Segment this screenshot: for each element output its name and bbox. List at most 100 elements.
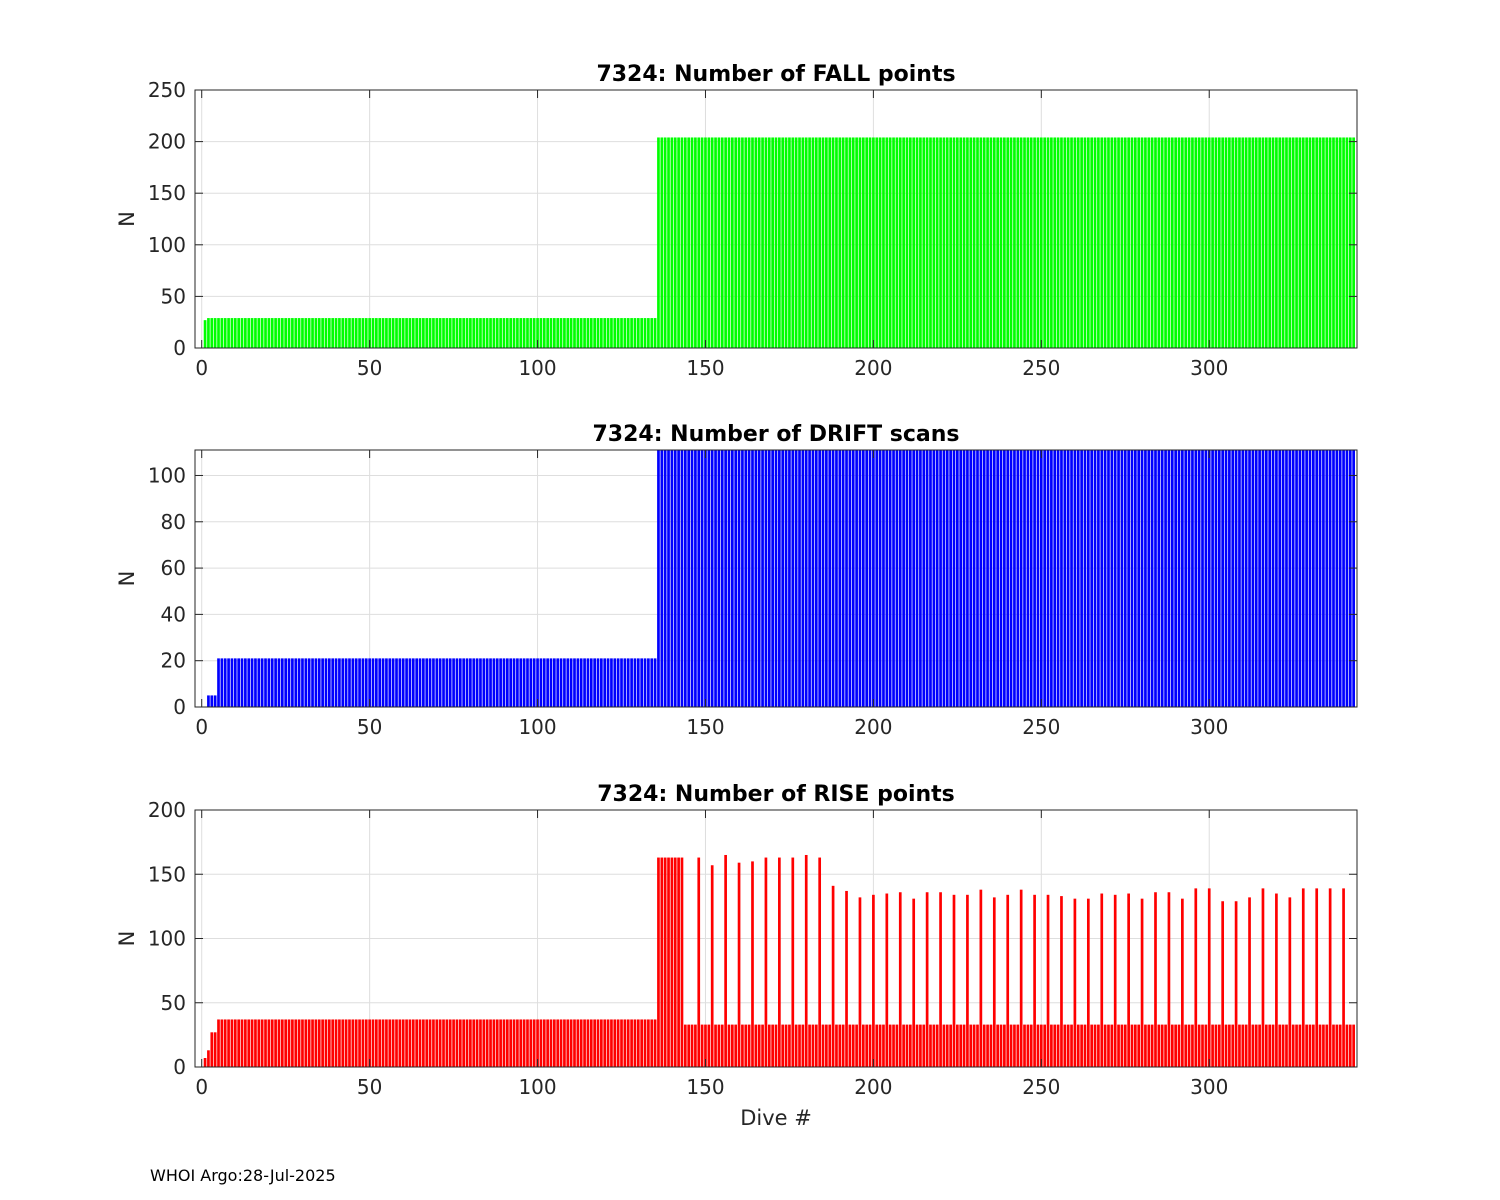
bar	[1097, 450, 1100, 707]
bar	[741, 450, 744, 707]
bar-series	[203, 854, 1355, 1067]
bar	[771, 1024, 774, 1067]
bar	[882, 137, 885, 348]
bar	[1328, 888, 1332, 1067]
bar	[1268, 450, 1272, 707]
bar	[435, 658, 439, 707]
bar	[411, 1019, 415, 1067]
bar	[583, 318, 586, 348]
bar	[710, 865, 714, 1067]
bar	[227, 658, 230, 707]
bar	[334, 318, 338, 348]
bar	[1271, 137, 1275, 348]
bar	[405, 318, 408, 348]
bar	[1039, 450, 1043, 707]
bar	[895, 137, 899, 348]
bar	[895, 450, 899, 707]
bar	[861, 137, 865, 348]
bar	[757, 1024, 761, 1067]
bar	[982, 137, 986, 348]
bar	[479, 1019, 482, 1067]
bar	[546, 1019, 549, 1067]
bar	[935, 450, 939, 707]
bar	[1177, 1024, 1181, 1067]
bar	[405, 658, 408, 707]
bar	[314, 1019, 318, 1067]
bar	[270, 658, 274, 707]
bar	[781, 450, 785, 707]
bar	[751, 137, 754, 348]
bar	[858, 897, 862, 1067]
bar	[1348, 137, 1352, 348]
bar	[687, 1024, 691, 1067]
bar	[489, 1019, 492, 1067]
bar	[378, 318, 382, 348]
bar	[717, 1024, 721, 1067]
bar	[1090, 137, 1094, 348]
bar	[1305, 450, 1308, 707]
bar	[549, 1019, 553, 1067]
bar	[1312, 137, 1315, 348]
bar	[526, 1019, 529, 1067]
bar	[502, 318, 506, 348]
bar	[465, 658, 469, 707]
bar	[643, 318, 647, 348]
bar	[280, 658, 284, 707]
bar	[1291, 1024, 1295, 1067]
bar	[213, 1032, 217, 1067]
bar	[1231, 450, 1235, 707]
bar	[489, 658, 492, 707]
bar	[364, 1019, 368, 1067]
bar	[220, 1019, 224, 1067]
bar	[475, 318, 479, 348]
bar	[536, 658, 539, 707]
bar	[1130, 1024, 1134, 1067]
bar	[1056, 1024, 1060, 1067]
bar	[727, 1024, 731, 1067]
bar	[1123, 137, 1127, 348]
bar	[455, 318, 459, 348]
bar	[902, 137, 905, 348]
bar	[636, 1019, 640, 1067]
bar	[1160, 1024, 1164, 1067]
bar	[1056, 450, 1060, 707]
bar	[425, 1019, 429, 1067]
bar	[898, 892, 902, 1067]
bar	[848, 137, 852, 348]
x-tick-label: 300	[1190, 1075, 1228, 1099]
bar	[714, 137, 717, 348]
bar	[593, 658, 596, 707]
bar	[1140, 898, 1144, 1067]
bar	[700, 1024, 704, 1067]
bar	[764, 857, 768, 1067]
bar	[1238, 1024, 1241, 1067]
bar	[240, 318, 244, 348]
bar	[804, 137, 808, 348]
bar	[297, 658, 301, 707]
bar	[650, 318, 654, 348]
bar	[358, 1019, 361, 1067]
bar	[469, 658, 472, 707]
bar	[704, 1024, 707, 1067]
bar	[643, 1019, 647, 1067]
bar	[207, 1050, 210, 1067]
bar	[704, 450, 707, 707]
bar	[1006, 450, 1010, 707]
bar	[378, 1019, 382, 1067]
bar	[469, 1019, 472, 1067]
bar	[1275, 137, 1278, 348]
y-tick-label: 0	[173, 336, 186, 360]
bar	[1019, 889, 1023, 1067]
bar	[448, 658, 452, 707]
bar	[579, 658, 583, 707]
bar	[270, 1019, 274, 1067]
bar	[1050, 450, 1053, 707]
bar	[710, 450, 714, 707]
bar	[1312, 1024, 1315, 1067]
bar	[979, 889, 983, 1067]
bar	[1137, 450, 1141, 707]
bar	[915, 450, 919, 707]
bar	[338, 318, 341, 348]
bar	[317, 318, 321, 348]
bar	[1295, 450, 1298, 707]
